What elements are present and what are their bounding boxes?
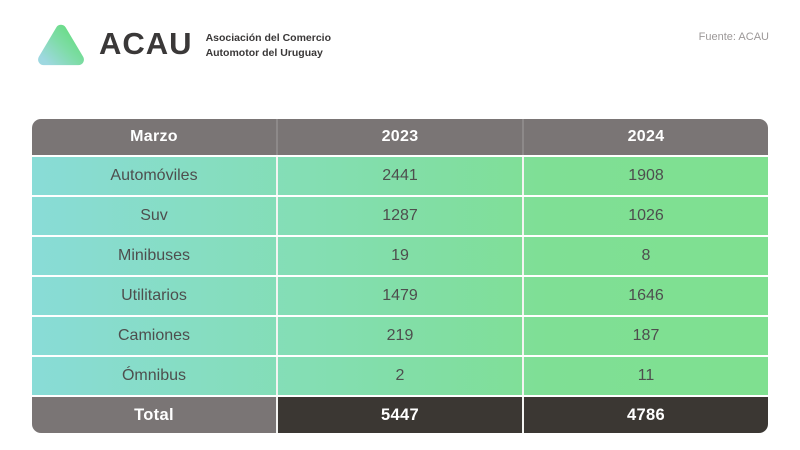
header-month: Marzo [130,128,178,145]
row-value-2024: 187 [522,317,768,355]
row-label: Suv [140,207,168,224]
row-label: Camiones [117,327,191,344]
source-note: Fuente: ACAU [698,31,769,43]
brand-subtitle: Asociación del Comercio Automotor del Ur… [206,27,331,61]
row-label: Minibuses [117,247,191,264]
table-row: Suv 1287 1026 [32,197,768,235]
table-row: Minibuses 19 8 [32,237,768,275]
table-row: Utilitarios 1479 1646 [32,277,768,315]
row-label: Automóviles [110,167,198,184]
row-value-2023: 2 [276,357,522,395]
brand-subtitle-line1: Asociación del Comercio [205,31,332,44]
row-value-2024: 11 [522,357,768,395]
row-value-2024: 1646 [522,277,768,315]
row-value-2024: 1026 [522,197,768,235]
acau-triangle-logo-icon [38,24,84,66]
total-label: Total [32,397,276,433]
brand-header: ACAU Asociación del Comercio Automotor d… [38,22,331,66]
row-label: Utilitarios [121,287,187,304]
table-header-row: Marzo 2023 2024 [32,119,768,155]
row-value-2024: 8 [522,237,768,275]
sales-table: Marzo 2023 2024 Automóviles 2441 1908 Su… [32,119,768,433]
row-value-2023: 219 [276,317,522,355]
table-row: Automóviles 2441 1908 [32,157,768,195]
header-2024: 2024 [522,119,768,155]
table-row: Camiones 219 187 [32,317,768,355]
table-total-row: Total 5447 4786 [32,397,768,433]
row-label: Ómnibus [121,367,187,384]
total-value-2023: 5447 [276,397,522,433]
header-2023: 2023 [276,119,522,155]
row-value-2023: 2441 [276,157,522,195]
brand-name: ACAU [99,26,193,61]
table-row: Ómnibus 2 11 [32,357,768,395]
row-value-2023: 1479 [276,277,522,315]
row-value-2023: 1287 [276,197,522,235]
total-value-2024: 4786 [522,397,768,433]
brand-subtitle-line2: Automotor del Uruguay [205,47,323,59]
row-value-2024: 1908 [522,157,768,195]
row-value-2023: 19 [276,237,522,275]
